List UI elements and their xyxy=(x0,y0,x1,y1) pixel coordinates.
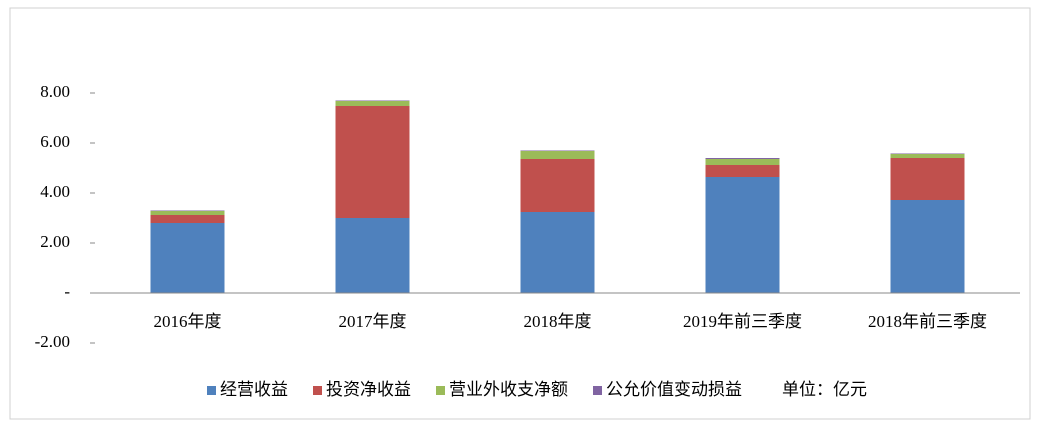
y-tick-label: -2.00 xyxy=(35,332,70,351)
bar-segment xyxy=(705,177,780,293)
bar-segment xyxy=(335,218,410,293)
x-tick-label: 2016年度 xyxy=(154,312,222,331)
bar-segment xyxy=(890,200,965,293)
y-tick-label: 6.00 xyxy=(40,132,70,151)
legend-label: 营业外收支净额 xyxy=(449,380,568,399)
bar-segment xyxy=(335,106,410,218)
legend-swatch xyxy=(593,386,602,395)
bar-segment xyxy=(520,151,595,159)
bar-segment xyxy=(150,210,225,211)
x-tick-label: 2018年度 xyxy=(524,312,592,331)
x-tick-label: 2017年度 xyxy=(339,312,407,331)
bar-segment xyxy=(705,158,780,159)
x-tick-label: 2019年前三季度 xyxy=(683,312,802,331)
bar-segment xyxy=(890,153,965,154)
bar-segment xyxy=(520,212,595,293)
bar-segment xyxy=(705,159,780,165)
bar-segment xyxy=(890,158,965,200)
y-tick-label: 8.00 xyxy=(40,82,70,101)
x-tick-label: 2018年前三季度 xyxy=(868,312,987,331)
bar-segment xyxy=(520,150,595,151)
y-tick-label: - xyxy=(64,282,70,301)
bar-segment xyxy=(705,165,780,177)
legend-label: 公允价值变动损益 xyxy=(606,380,742,399)
chart-frame xyxy=(9,7,1031,420)
legend-label: 投资净收益 xyxy=(326,380,411,399)
legend-swatch xyxy=(313,386,322,395)
y-tick-label: 2.00 xyxy=(40,232,70,251)
unit-note: 单位：亿元 xyxy=(782,380,867,399)
legend-swatch xyxy=(436,386,445,395)
bar-segment xyxy=(150,223,225,293)
legend-swatch xyxy=(207,386,216,395)
legend-label: 经营收益 xyxy=(220,380,288,399)
bar-segment xyxy=(890,154,965,158)
y-tick-label: 4.00 xyxy=(40,182,70,201)
bar-segment xyxy=(335,101,410,106)
bar-segment xyxy=(335,100,410,101)
bar-segment xyxy=(150,211,225,215)
bar-segment xyxy=(150,215,225,223)
bar-segment xyxy=(520,159,595,212)
